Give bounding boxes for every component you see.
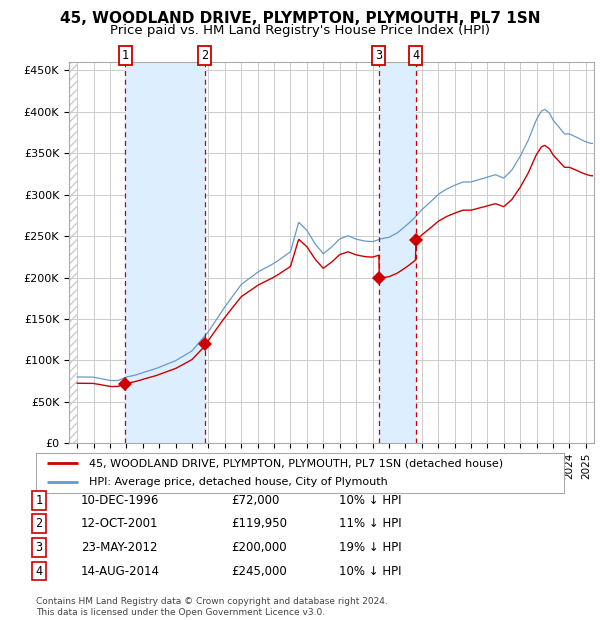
Text: 10-DEC-1996: 10-DEC-1996 (81, 494, 160, 507)
Text: 12-OCT-2001: 12-OCT-2001 (81, 518, 158, 530)
Bar (69, 62, 77, 443)
Text: 2: 2 (201, 49, 208, 62)
Text: 4: 4 (412, 49, 419, 62)
Text: 1: 1 (122, 49, 129, 62)
Text: 10% ↓ HPI: 10% ↓ HPI (339, 494, 401, 507)
Text: £72,000: £72,000 (231, 494, 280, 507)
Text: Contains HM Land Registry data © Crown copyright and database right 2024.: Contains HM Land Registry data © Crown c… (36, 597, 388, 606)
Text: This data is licensed under the Open Government Licence v3.0.: This data is licensed under the Open Gov… (36, 608, 325, 617)
Text: 10% ↓ HPI: 10% ↓ HPI (339, 565, 401, 577)
Text: 3: 3 (376, 49, 382, 62)
Text: HPI: Average price, detached house, City of Plymouth: HPI: Average price, detached house, City… (89, 477, 388, 487)
Text: 4: 4 (35, 565, 43, 577)
Text: 23-MAY-2012: 23-MAY-2012 (81, 541, 157, 554)
Text: 19% ↓ HPI: 19% ↓ HPI (339, 541, 401, 554)
Text: 45, WOODLAND DRIVE, PLYMPTON, PLYMOUTH, PL7 1SN (detached house): 45, WOODLAND DRIVE, PLYMPTON, PLYMOUTH, … (89, 458, 503, 469)
Bar (379, 62, 415, 443)
Text: 1: 1 (35, 494, 43, 507)
Bar (125, 62, 205, 443)
Bar (69, 62, 77, 443)
Text: 14-AUG-2014: 14-AUG-2014 (81, 565, 160, 577)
Text: 45, WOODLAND DRIVE, PLYMPTON, PLYMOUTH, PL7 1SN: 45, WOODLAND DRIVE, PLYMPTON, PLYMOUTH, … (60, 11, 540, 25)
Text: £119,950: £119,950 (231, 518, 287, 530)
Text: 11% ↓ HPI: 11% ↓ HPI (339, 518, 401, 530)
Text: Price paid vs. HM Land Registry's House Price Index (HPI): Price paid vs. HM Land Registry's House … (110, 24, 490, 37)
Text: £245,000: £245,000 (231, 565, 287, 577)
Text: 2: 2 (35, 518, 43, 530)
Text: £200,000: £200,000 (231, 541, 287, 554)
Text: 3: 3 (35, 541, 43, 554)
